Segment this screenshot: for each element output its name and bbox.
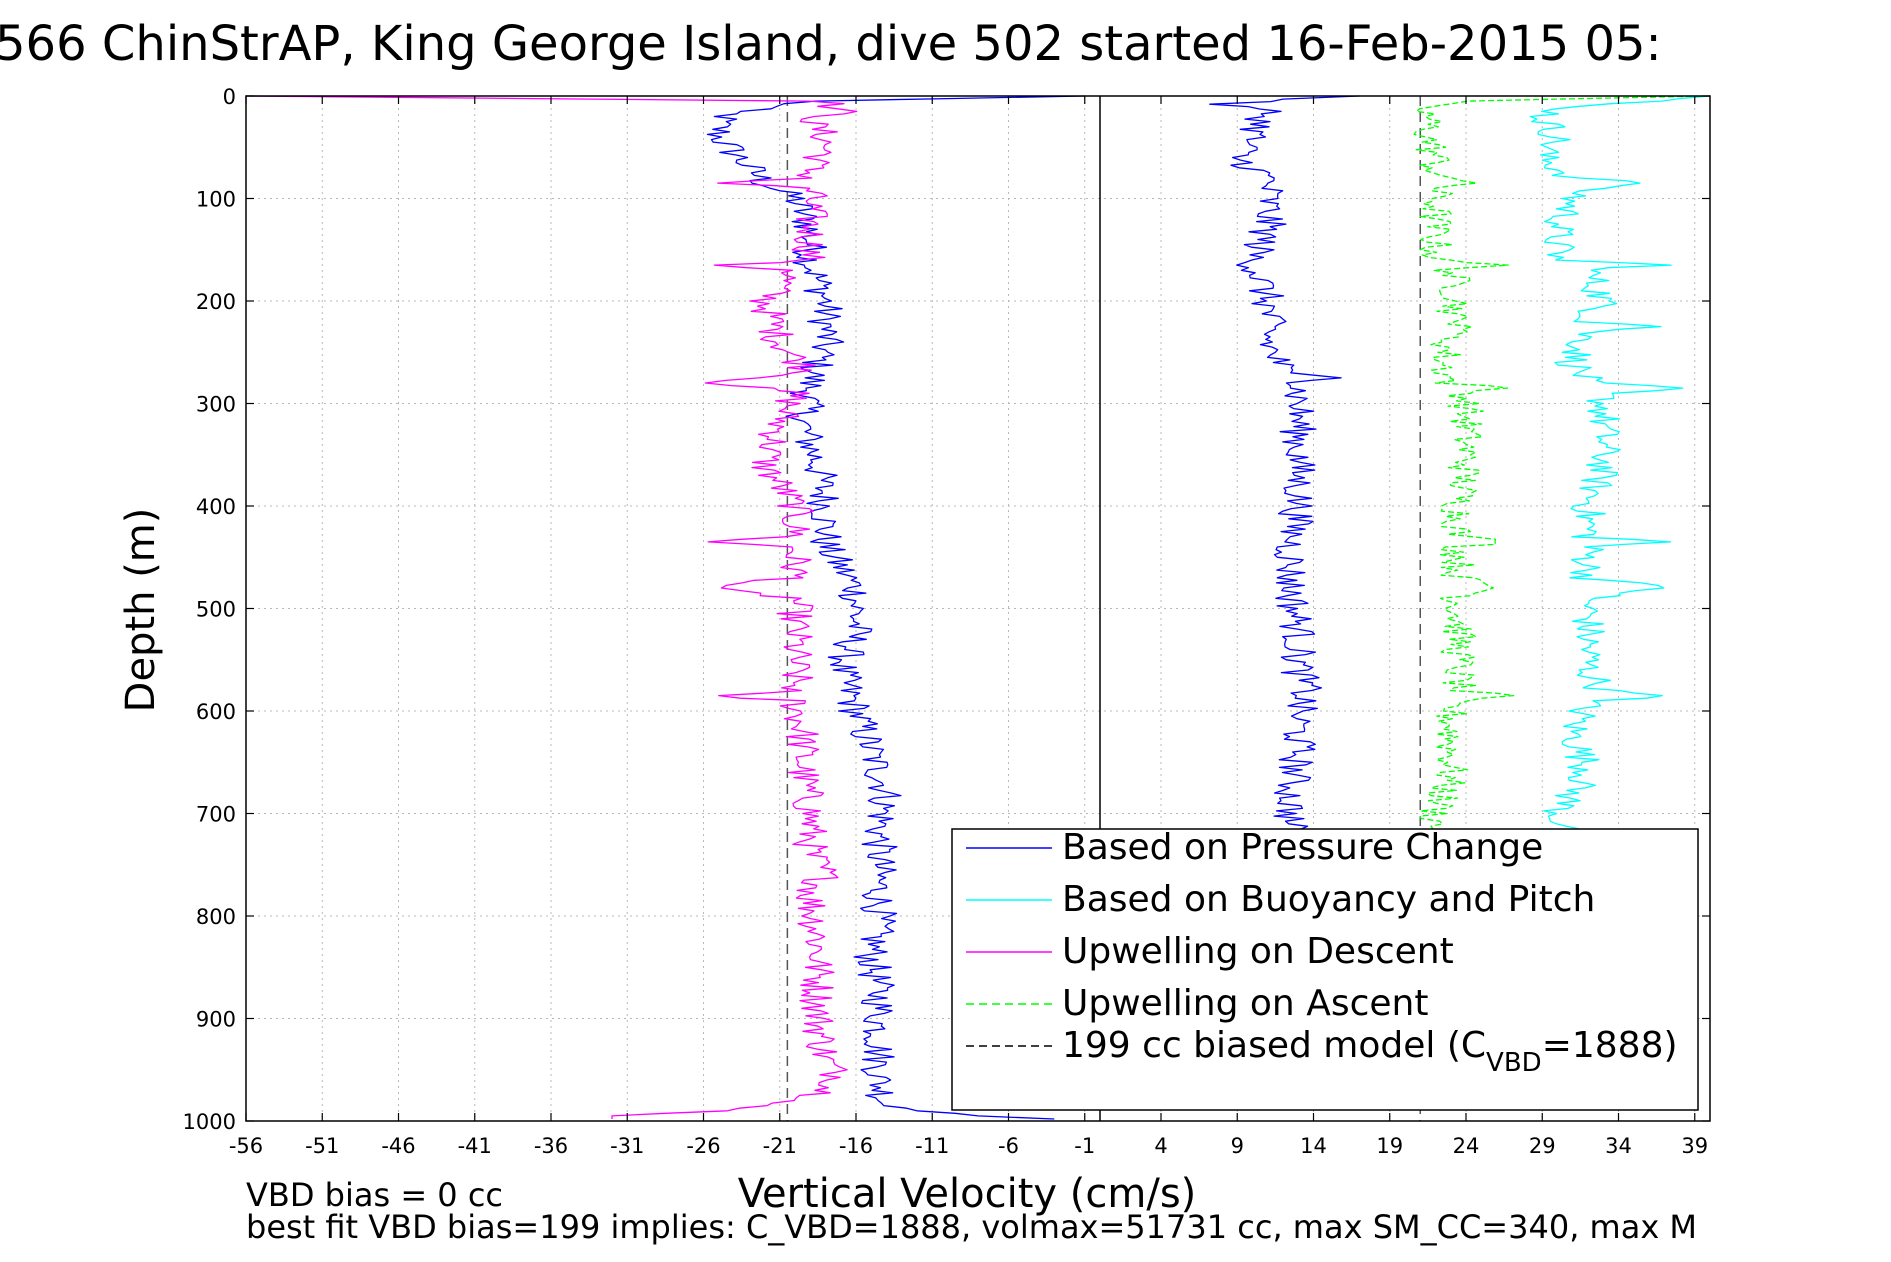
legend-entry: Based on Pressure Change xyxy=(1062,827,1543,868)
series-line-3 xyxy=(1413,95,1711,835)
x-tick-label: -1 xyxy=(1074,1134,1095,1158)
y-tick-label: 900 xyxy=(196,1008,236,1032)
x-tick-label: 39 xyxy=(1681,1134,1708,1158)
series-line-2 xyxy=(1529,95,1711,835)
x-tick-label: -16 xyxy=(839,1134,873,1158)
x-tick-label: -36 xyxy=(534,1134,568,1158)
legend-entry: Upwelling on Ascent xyxy=(1062,983,1428,1024)
best-fit-annotation: best fit VBD bias=199 implies: C_VBD=188… xyxy=(246,1208,1697,1246)
x-tick-label: -56 xyxy=(229,1134,263,1158)
y-tick-label: 400 xyxy=(196,495,236,519)
series-line-0 xyxy=(706,95,1085,1120)
y-tick-label: 300 xyxy=(196,393,236,417)
x-axis-ticks: -56 -51 -46 -41 -36 -31 -26 -21 -16 -11 -6 -1 4 9 14 19… xyxy=(229,96,1708,1158)
x-tick-label: -41 xyxy=(458,1134,492,1158)
vbd-bias-annotation: VBD bias = 0 cc xyxy=(246,1176,503,1214)
y-tick-label: 500 xyxy=(196,598,236,622)
y-tick-label: 1000 xyxy=(183,1110,236,1134)
x-tick-label: -46 xyxy=(381,1134,415,1158)
x-tick-label: -26 xyxy=(686,1134,720,1158)
legend-box xyxy=(951,828,1699,1111)
x-tick-label: -11 xyxy=(915,1134,949,1158)
x-tick-label: 19 xyxy=(1376,1134,1403,1158)
x-tick-label: 24 xyxy=(1453,1134,1480,1158)
y-tick-label: 200 xyxy=(196,290,236,314)
y-axis-label: Depth (m) xyxy=(118,508,164,713)
x-tick-label: 9 xyxy=(1231,1134,1244,1158)
y-tick-label: 600 xyxy=(196,700,236,724)
x-tick-label: 14 xyxy=(1300,1134,1327,1158)
series-line-1 xyxy=(245,95,858,1119)
legend-entry: Upwelling on Descent xyxy=(1062,931,1454,972)
x-tick-label: -31 xyxy=(610,1134,644,1158)
x-tick-label: -51 xyxy=(305,1134,339,1158)
legend: Based on Pressure Change Based on Buoyanc… xyxy=(951,827,1699,1111)
x-tick-label: -21 xyxy=(763,1134,797,1158)
chart-title: 566 ChinStrAP, King George Island, dive … xyxy=(0,16,1662,72)
y-tick-label: 800 xyxy=(196,905,236,929)
y-tick-label: 700 xyxy=(196,803,236,827)
x-tick-label: -6 xyxy=(998,1134,1019,1158)
x-tick-label: 29 xyxy=(1529,1134,1556,1158)
series-layer xyxy=(245,95,1711,1120)
y-tick-label: 100 xyxy=(196,188,236,212)
y-axis-ticks: 0 100 200 300 400 500 600 700 800 900 1000 xyxy=(183,85,1710,1134)
x-tick-label: 34 xyxy=(1605,1134,1632,1158)
x-tick-label: 4 xyxy=(1154,1134,1167,1158)
legend-entry: Based on Buoyancy and Pitch xyxy=(1062,879,1595,920)
series-line-4 xyxy=(1209,95,1360,835)
x-axis-label: Vertical Velocity (cm/s) xyxy=(738,1171,1197,1217)
legend-entry: 199 cc biased model (CVBD=1888) xyxy=(1062,1025,1678,1078)
y-tick-label: 0 xyxy=(223,85,236,109)
